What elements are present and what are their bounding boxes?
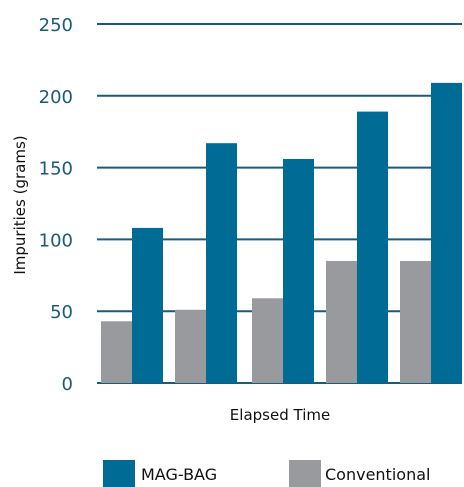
legend-swatch-conventional [289,460,321,487]
y-tick-label-100: 100 [39,230,73,251]
legend-label-mag-bag: MAG-BAG [141,465,217,484]
y-tick-label-200: 200 [39,87,73,108]
legend-label-conventional: Conventional [325,465,430,484]
bar-mag-bag-5 [431,82,462,383]
bar-mag-bag-4 [357,111,388,383]
bar-conventional-5 [400,260,431,383]
y-tick-label-0: 0 [62,374,73,395]
bar-conventional-2 [175,309,206,383]
bar-conventional-1 [101,321,132,383]
bar-mag-bag-1 [132,227,163,383]
bar-mag-bag-3 [283,158,314,383]
bar-conventional-3 [252,298,283,383]
y-axis-title: Impurities (grams) [11,135,29,274]
y-tick-label-150: 150 [39,159,73,180]
y-tick-label-250: 250 [39,15,73,36]
bar-conventional-4 [326,260,357,383]
x-axis-title: Elapsed Time [230,406,330,424]
bar-mag-bag-2 [206,143,237,383]
legend-swatch-mag-bag [103,460,135,487]
y-tick-label-50: 50 [50,302,73,323]
